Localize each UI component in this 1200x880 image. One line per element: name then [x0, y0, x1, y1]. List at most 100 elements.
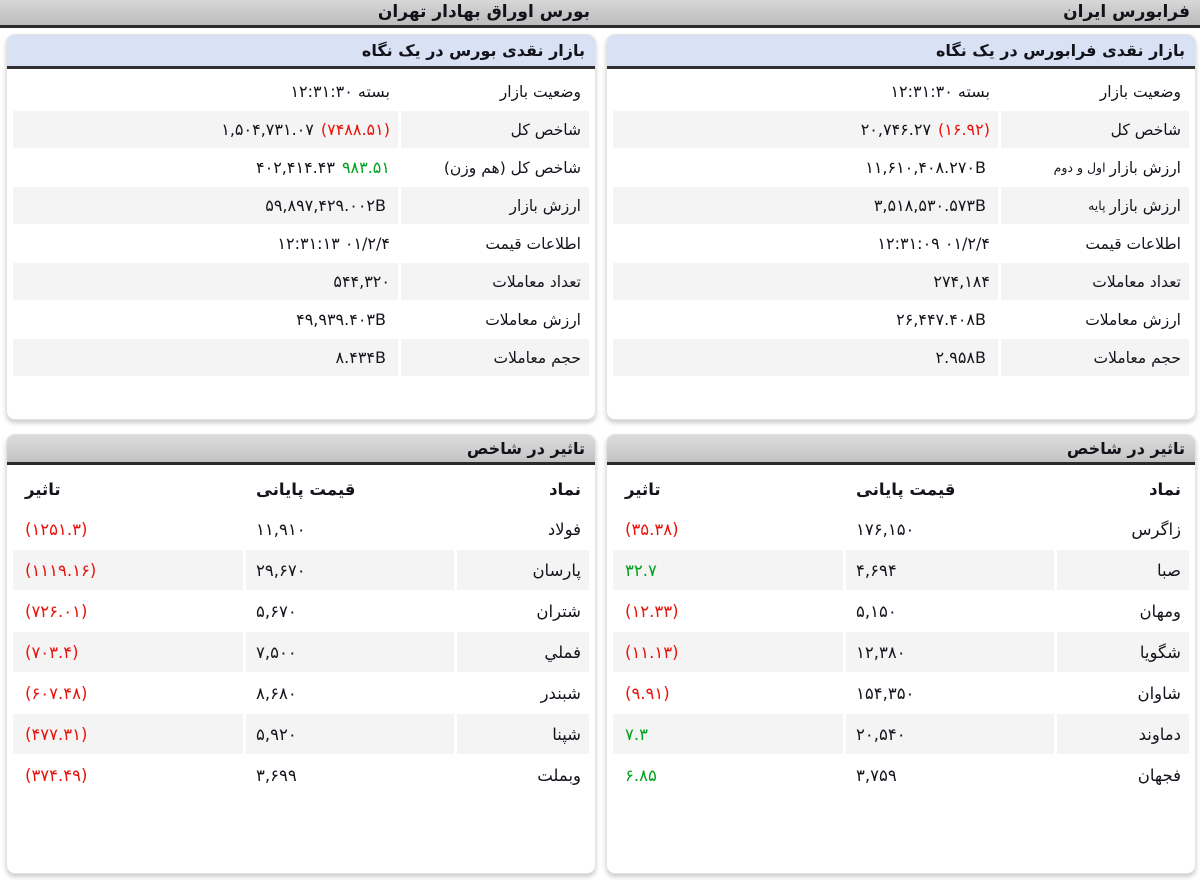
cell-effect: (۷۰۳.۴): [13, 632, 243, 672]
cell-price: ۱۱,۹۱۰: [246, 509, 454, 549]
table-row[interactable]: دماوند ۲۰,۵۴۰ ۷.۳: [613, 714, 1189, 754]
table-row[interactable]: شبندر ۸,۶۸۰ (۶۰۷.۴۸): [13, 673, 589, 713]
tse-overview-header: بازار نقدی بورس در یک نگاه: [7, 35, 595, 69]
overview-row-number: ۱,۵۰۴,۷۳۱.۰۷: [221, 120, 314, 139]
overview-row-label: اطلاعات قیمت: [1001, 225, 1189, 262]
table-row[interactable]: فولاد ۱۱,۹۱۰ (۱۲۵۱.۳): [13, 509, 589, 549]
farabourse-brand-title: فرابورس ایران: [1063, 2, 1190, 22]
overview-row: ارزش بازار B ۵۹,۸۹۷,۴۲۹.۰۰۲: [13, 187, 589, 224]
tse-overview-title: بازار نقدی بورس در یک نگاه: [361, 41, 585, 60]
overview-row-number: ۲۷۴,۱۸۴: [933, 272, 990, 291]
cell-effect: (۳۷۴.۴۹): [13, 755, 243, 795]
overview-row-number: ۲.۹۵۸: [935, 348, 976, 367]
cell-effect: (۹.۹۱): [613, 673, 843, 713]
overview-row: شاخص کل (۷۴۸۸.۵۱) ۱,۵۰۴,۷۳۱.۰۷: [13, 111, 589, 148]
column-header-effect: تاثیر: [613, 468, 843, 510]
farabourse-impact-header: تاثیر در شاخص: [607, 435, 1195, 465]
table-row[interactable]: شتران ۵,۶۷۰ (۷۲۶.۰۱): [13, 591, 589, 631]
farabourse-impact-table: نماد قیمت پایانی تاثیر زاگرس ۱۷۶,۱۵۰ (۳۵.۳۸) ص…: [607, 465, 1195, 802]
cell-effect: (۷۲۶.۰۱): [13, 591, 243, 631]
farabourse-impact-card: تاثیر در شاخص نماد قیمت پایانی تاثیر زاگرس ۱…: [606, 434, 1196, 874]
cell-symbol: ومهان: [1057, 591, 1189, 631]
cell-symbol: شاوان: [1057, 673, 1189, 713]
tse-impact-table: نماد قیمت پایانی تاثیر فولاد ۱۱,۹۱۰ (۱۲۵۱.۳) پ…: [7, 465, 595, 802]
column-header-symbol: نماد: [457, 468, 589, 510]
cell-symbol: صبا: [1057, 550, 1189, 590]
cell-symbol: پارسان: [457, 550, 589, 590]
farabourse-impact-title: تاثیر در شاخص: [1066, 439, 1185, 458]
overview-row-label: اطلاعات قیمت: [401, 225, 589, 262]
farabourse-overview-card: بازار نقدی فرابورس در یک نگاه وضعیت بازا…: [606, 34, 1196, 420]
overview-row-change: (۱۶.۹۲): [938, 120, 990, 139]
cell-symbol: زاگرس: [1057, 509, 1189, 549]
cell-effect: (۴۷۷.۳۱): [13, 714, 243, 754]
tse-impact-title: تاثیر در شاخص: [466, 439, 585, 458]
cell-symbol: فملي: [457, 632, 589, 672]
cell-symbol: دماوند: [1057, 714, 1189, 754]
overview-row-number: ۰۱/۲/۴ ۱۲:۳۱:۰۹: [877, 234, 990, 253]
overview-row-number: ۸.۴۳۴: [335, 348, 376, 367]
cell-price: ۳,۷۵۹: [846, 755, 1054, 795]
cell-price: ۲۰,۵۴۰: [846, 714, 1054, 754]
overview-row-value: بسته ۱۲:۳۱:۳۰: [613, 73, 998, 110]
overview-row: تعداد معاملات ۵۴۴,۳۲۰: [13, 263, 589, 300]
overview-row-value: B ۸.۴۳۴: [13, 339, 398, 376]
table-row[interactable]: شپنا ۵,۹۲۰ (۴۷۷.۳۱): [13, 714, 589, 754]
overview-row-label-sub: اول و دوم: [1053, 160, 1106, 175]
cell-effect: ۶.۸۵: [613, 755, 843, 795]
overview-row-number: ۵۹,۸۹۷,۴۲۹.۰۰۲: [265, 196, 376, 215]
overview-row-value: ۹۸۳.۵۱ ۴۰۲,۴۱۴.۴۳: [13, 149, 398, 186]
overview-row: اطلاعات قیمت ۰۱/۲/۴ ۱۲:۳۱:۱۳: [13, 225, 589, 262]
cell-price: ۵,۶۷۰: [246, 591, 454, 631]
overview-row: اطلاعات قیمت ۰۱/۲/۴ ۱۲:۳۱:۰۹: [613, 225, 1189, 262]
overview-row-value: (۱۶.۹۲) ۲۰,۷۴۶.۲۷: [613, 111, 998, 148]
table-row[interactable]: زاگرس ۱۷۶,۱۵۰ (۳۵.۳۸): [613, 509, 1189, 549]
table-row[interactable]: وبملت ۳,۶۹۹ (۳۷۴.۴۹): [13, 755, 589, 795]
cell-effect: (۱۱.۱۳): [613, 632, 843, 672]
cell-price: ۱۲,۳۸۰: [846, 632, 1054, 672]
table-row[interactable]: صبا ۴,۶۹۴ ۳۲.۷: [613, 550, 1189, 590]
overview-row: وضعیت بازار بسته ۱۲:۳۱:۳۰: [613, 73, 1189, 110]
overview-row-label-sub: پایه: [1088, 198, 1106, 213]
overview-row-unit: B: [975, 310, 986, 329]
overview-row-label: حجم معاملات: [1001, 339, 1189, 376]
table-row[interactable]: فملي ۷,۵۰۰ (۷۰۳.۴): [13, 632, 589, 672]
overview-row-label: تعداد معاملات: [401, 263, 589, 300]
overview-row-change: ۹۸۳.۵۱: [341, 158, 390, 177]
cell-price: ۱۵۴,۳۵۰: [846, 673, 1054, 713]
impact-table-header: نماد قیمت پایانی تاثیر: [613, 468, 1189, 510]
overview-row-value: B ۲.۹۵۸: [613, 339, 998, 376]
impact-table-header: نماد قیمت پایانی تاثیر: [13, 468, 589, 510]
table-row[interactable]: پارسان ۲۹,۶۷۰ (۱۱۱۹.۱۶): [13, 550, 589, 590]
overview-row-number: ۴۹,۹۳۹.۴۰۳: [296, 310, 376, 329]
overview-row-unit: B: [975, 348, 986, 367]
overview-row: حجم معاملات B ۸.۴۳۴: [13, 339, 589, 376]
cell-symbol: شتران: [457, 591, 589, 631]
farabourse-overview-title: بازار نقدی فرابورس در یک نگاه: [935, 41, 1185, 60]
overview-row-number: ۵۴۴,۳۲۰: [333, 272, 390, 291]
cell-price: ۱۷۶,۱۵۰: [846, 509, 1054, 549]
table-row[interactable]: شگویا ۱۲,۳۸۰ (۱۱.۱۳): [613, 632, 1189, 672]
cell-symbol: شپنا: [457, 714, 589, 754]
farabourse-overview-header: بازار نقدی فرابورس در یک نگاه: [607, 35, 1195, 69]
table-row[interactable]: شاوان ۱۵۴,۳۵۰ (۹.۹۱): [613, 673, 1189, 713]
overview-row-value: ۰۱/۲/۴ ۱۲:۳۱:۰۹: [613, 225, 998, 262]
overview-row-unit: B: [375, 310, 386, 329]
farabourse-overview-rows: وضعیت بازار بسته ۱۲:۳۱:۳۰ شاخص کل (۱۶.۹۲) ۲۰…: [607, 69, 1195, 383]
overview-row-value: B ۲۶,۴۴۷.۴۰۸: [613, 301, 998, 338]
tse-panel: بورس اوراق بهادار تهران بازار نقدی بورس …: [0, 0, 600, 874]
tse-impact-header: تاثیر در شاخص: [7, 435, 595, 465]
cell-symbol: شبندر: [457, 673, 589, 713]
overview-row-label: شاخص کل: [1001, 111, 1189, 148]
cell-effect: ۳۲.۷: [613, 550, 843, 590]
tse-overview-card: بازار نقدی بورس در یک نگاه وضعیت بازار بس…: [6, 34, 596, 420]
overview-row-number: ۲۶,۴۴۷.۴۰۸: [896, 310, 976, 329]
table-row[interactable]: ومهان ۵,۱۵۰ (۱۲.۳۳): [613, 591, 1189, 631]
overview-row-label: وضعیت بازار: [401, 73, 589, 110]
table-row[interactable]: فجهان ۳,۷۵۹ ۶.۸۵: [613, 755, 1189, 795]
cell-price: ۳,۶۹۹: [246, 755, 454, 795]
overview-row: شاخص کل (۱۶.۹۲) ۲۰,۷۴۶.۲۷: [613, 111, 1189, 148]
cell-effect: ۷.۳: [613, 714, 843, 754]
overview-row-number: ۲۰,۷۴۶.۲۷: [860, 120, 932, 139]
cell-effect: (۱۲۵۱.۳): [13, 509, 243, 549]
